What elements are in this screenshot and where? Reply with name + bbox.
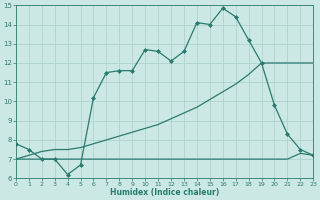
X-axis label: Humidex (Indice chaleur): Humidex (Indice chaleur) [110, 188, 219, 197]
